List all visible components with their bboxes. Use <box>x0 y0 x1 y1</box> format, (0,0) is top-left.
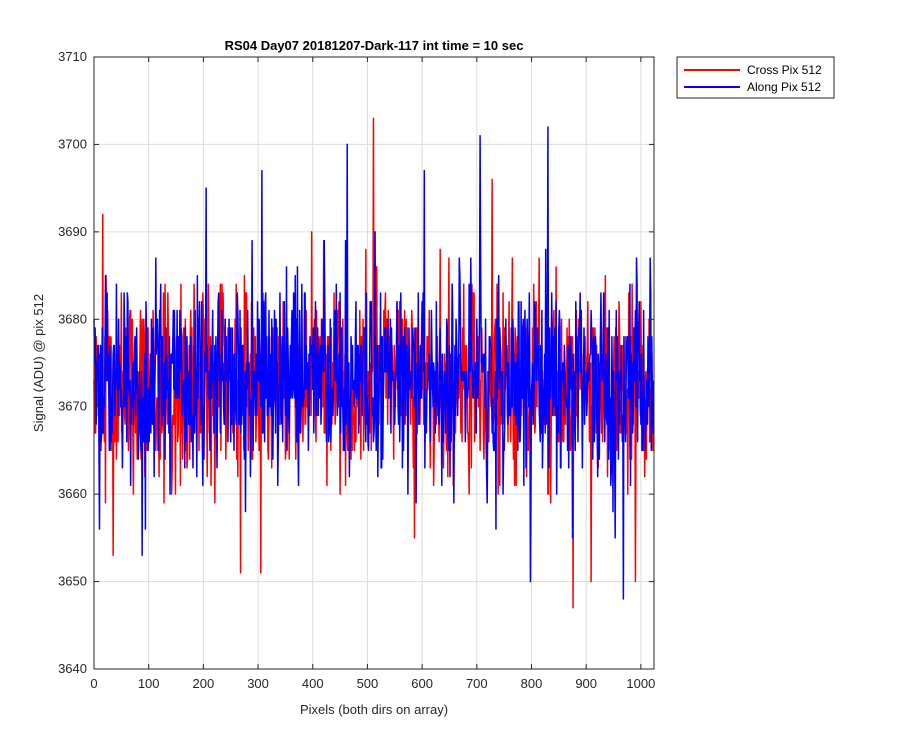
y-tick-label: 3700 <box>58 136 87 151</box>
y-tick-label: 3640 <box>58 661 87 676</box>
y-tick-label: 3670 <box>58 399 87 414</box>
x-tick-label: 1000 <box>626 676 655 691</box>
x-tick-label: 300 <box>247 676 269 691</box>
x-tick-label: 100 <box>138 676 160 691</box>
legend[interactable]: Cross Pix 512 Along Pix 512 <box>676 56 835 99</box>
legend-label-along-pix-512: Along Pix 512 <box>747 80 821 94</box>
x-tick-label: 200 <box>193 676 215 691</box>
y-tick-label: 3680 <box>58 311 87 326</box>
plot-area-frame <box>93 56 655 670</box>
series-line-along-pix-512 <box>93 126 655 600</box>
axis-ticks: 0 100 200 300 400 500 600 700 800 900 1000 3640 3650… <box>58 49 655 691</box>
x-tick-label: 400 <box>302 676 324 691</box>
x-tick-label: 700 <box>466 676 488 691</box>
y-tick-label: 3650 <box>58 574 87 589</box>
series-layer <box>93 117 655 609</box>
x-tick-label: 800 <box>521 676 543 691</box>
y-axis-title: Signal (ADU) @ pix 512 <box>31 294 46 432</box>
x-axis-title: Pixels (both dirs on array) <box>300 702 448 717</box>
chart-title: RS04 Day07 20181207-Dark-117 int time = … <box>225 38 524 53</box>
y-tick-label: 3660 <box>58 486 87 501</box>
x-tick-label: 500 <box>357 676 379 691</box>
x-tick-label: 0 <box>90 676 97 691</box>
x-tick-label: 900 <box>575 676 597 691</box>
x-tick-label: 600 <box>411 676 433 691</box>
y-tick-label: 3710 <box>58 49 87 64</box>
legend-label-cross-pix-512: Cross Pix 512 <box>747 63 822 77</box>
legend-box <box>676 56 835 99</box>
y-tick-label: 3690 <box>58 224 87 239</box>
